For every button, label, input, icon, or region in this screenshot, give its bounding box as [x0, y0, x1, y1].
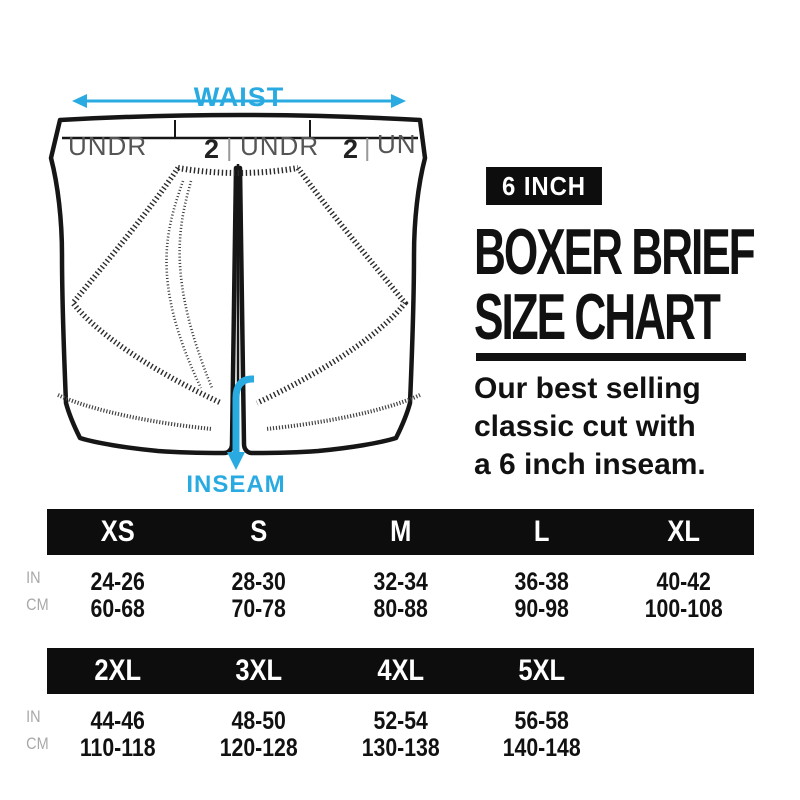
- svg-text:INSEAM: INSEAM: [186, 471, 285, 498]
- svg-text:|: |: [364, 134, 371, 162]
- svg-text:|: |: [226, 134, 233, 162]
- svg-text:2: 2: [343, 134, 358, 164]
- svg-text:WAIST: WAIST: [194, 82, 285, 112]
- svg-text:2: 2: [204, 134, 219, 164]
- svg-text:UNDR: UNDR: [240, 131, 319, 161]
- svg-text:UNDR: UNDR: [68, 131, 147, 161]
- svg-text:UN: UN: [377, 129, 417, 159]
